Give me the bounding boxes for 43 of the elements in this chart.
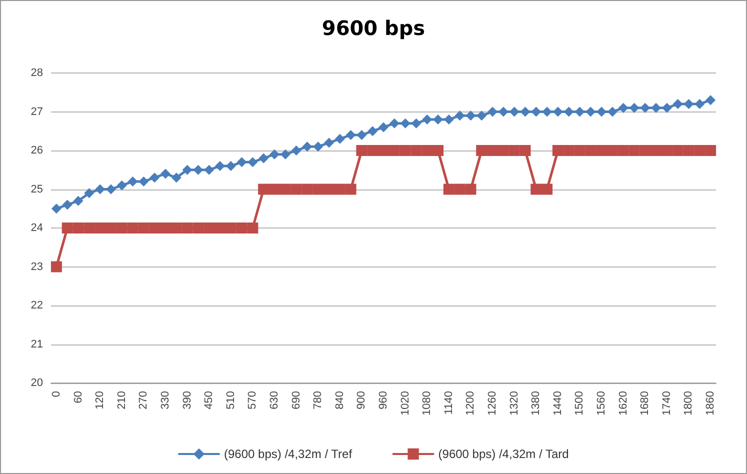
x-tick-label: 1140: [442, 391, 455, 415]
x-tick-label: 570: [246, 391, 259, 410]
x-tick-label: 900: [356, 391, 368, 410]
x-tick-label: 1560: [596, 391, 608, 416]
x-tick-label: 1320: [508, 391, 520, 416]
y-tick-label: 21: [30, 338, 43, 350]
y-tick-label: 28: [30, 67, 43, 79]
x-tick-label: 1440: [552, 391, 564, 416]
y-tick-label: 25: [30, 183, 43, 196]
x-tick-label: 1080: [421, 391, 434, 416]
x-tick-label: 960: [378, 391, 390, 410]
y-tick-label: 23: [30, 260, 43, 273]
x-tick-label: 390: [181, 391, 194, 410]
y-tick-label: 20: [30, 377, 43, 389]
x-tick-label: 1380: [530, 391, 542, 416]
y-tick-label: 26: [30, 144, 43, 156]
x-tick-label: 1860: [704, 391, 717, 416]
x-tick-label: 120: [94, 391, 106, 410]
x-tick-label: 1500: [574, 391, 586, 416]
x-tick-label: 1800: [682, 391, 695, 416]
x-tick-label: 210: [116, 391, 128, 410]
x-tick-label: 1680: [639, 391, 652, 416]
legend-label: (9600 bps) /4,32m / Tref: [224, 447, 353, 461]
x-tick-label: 60: [72, 391, 84, 404]
legend-label: (9600 bps) /4,32m / Tard: [438, 447, 569, 461]
y-tick-label: 27: [30, 106, 43, 118]
y-tick-label: 22: [30, 300, 43, 312]
x-tick-label: 630: [268, 391, 280, 410]
x-tick-label: 840: [334, 391, 346, 410]
x-tick-label: 270: [138, 391, 150, 410]
x-tick-label: 450: [203, 391, 216, 410]
x-tick-label: 1020: [399, 391, 412, 416]
x-tick-label: 1200: [464, 391, 477, 416]
x-tick-label: 780: [312, 391, 324, 410]
x-tick-label: 1620: [617, 391, 630, 416]
x-tick-label: 0: [50, 391, 62, 398]
y-tick-label: 24: [30, 222, 43, 234]
x-tick-label: 690: [290, 391, 302, 410]
x-tick-label: 330: [159, 391, 172, 410]
x-tick-label: 1260: [486, 391, 499, 416]
x-tick-label: 510: [224, 391, 237, 410]
x-tick-label: 1740: [660, 391, 673, 416]
chart-title: 9600 bps: [322, 16, 426, 40]
